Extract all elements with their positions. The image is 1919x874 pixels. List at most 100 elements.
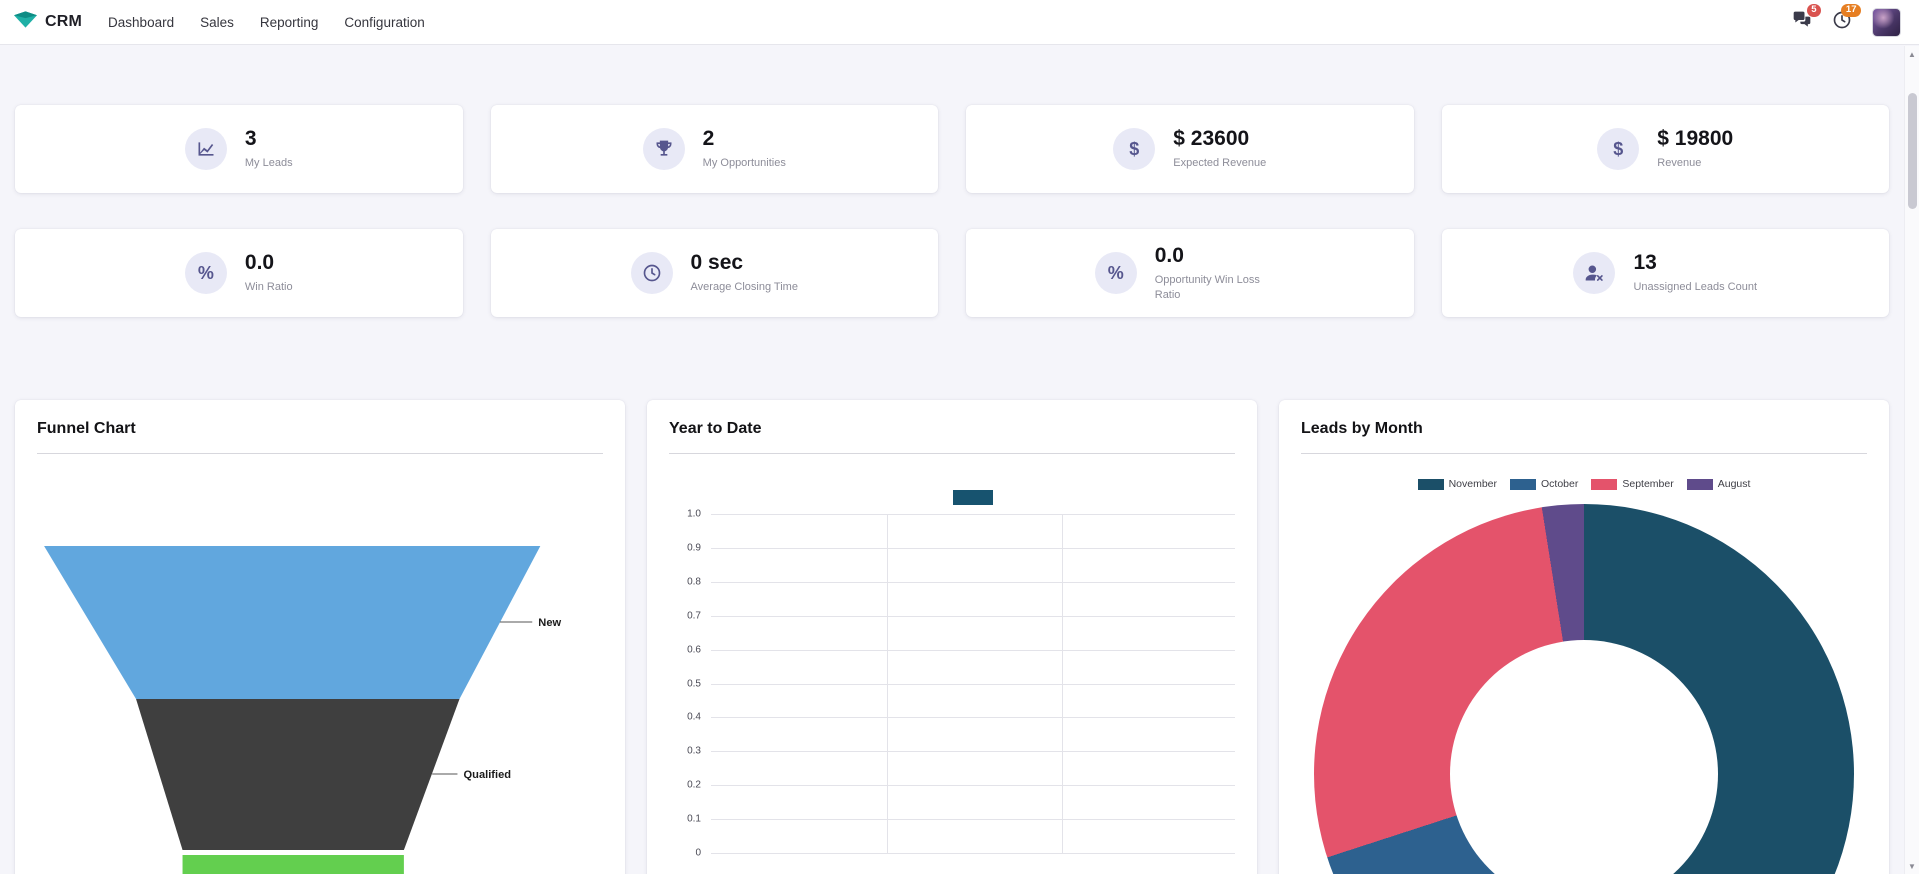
legend-item-october[interactable]: October (1510, 478, 1578, 490)
ytd-tick-label: 0.5 (687, 678, 701, 689)
ytd-y-axis: 1.0 0.9 0.8 0.7 0.6 0.5 0.4 0.3 0.2 0.1 0 (669, 509, 711, 859)
legend-item-november[interactable]: November (1417, 478, 1497, 490)
gridline (711, 581, 1235, 583)
kpi-value: 0.0 (244, 251, 275, 275)
ytd-tick-label: 0.6 (687, 644, 701, 656)
kpi-card-my-leads[interactable]: 3 My Leads (15, 105, 463, 193)
ytd-tick-label: 0.7 (687, 610, 701, 622)
ytd-tick-label: 0 (695, 847, 701, 859)
divider (669, 453, 1235, 454)
lbm-legend-swatch (1686, 478, 1713, 490)
kpi-value: 0.0 (1154, 243, 1184, 267)
menu-dashboard[interactable]: Dashboard (108, 14, 175, 30)
funnel-segment-qualified[interactable] (136, 699, 460, 850)
app-name: CRM (45, 13, 83, 30)
gridline (711, 717, 1235, 719)
legend-label: November (1448, 478, 1497, 490)
ytd-tick-label: 0.9 (687, 542, 701, 554)
gridline (711, 514, 1235, 515)
legend-item-august[interactable]: August (1686, 478, 1751, 490)
gridline (711, 751, 1235, 753)
user-avatar[interactable] (1872, 7, 1901, 37)
lbm-legend: November October September August (1301, 454, 1867, 490)
gridline (1062, 514, 1064, 853)
kpi-label: Expected Revenue (1173, 157, 1267, 170)
chat-icon (1792, 10, 1812, 35)
ytd-tick-label: 0.4 (687, 711, 701, 723)
kpi-label: My Opportunities (702, 157, 786, 170)
kpi-card-unassigned-leads-count[interactable]: 13 Unassigned Leads Count (1441, 229, 1889, 317)
legend-label: October (1541, 478, 1579, 490)
ytd-plot-area (711, 514, 1235, 854)
kpi-value: 2 (702, 127, 715, 151)
chart-title: Funnel Chart (37, 420, 136, 437)
year-to-date-chart[interactable]: 1.0 0.9 0.8 0.7 0.6 0.5 0.4 0.3 0.2 0.1 0 (669, 454, 1235, 874)
ytd-tick-label: 0.3 (687, 745, 701, 757)
kpi-card-opportunity-win-loss-ratio[interactable]: % 0.0 Opportunity Win Loss Ratio (966, 229, 1414, 317)
kpi-label: Opportunity Win Loss Ratio (1154, 273, 1260, 301)
main-menu: Dashboard Sales Reporting Configuration (108, 15, 425, 30)
lbm-legend-swatch (1510, 478, 1536, 490)
kpi-card-average-closing-time[interactable]: 0 sec Average Closing Time (490, 229, 938, 317)
scroll-thumb[interactable] (1908, 93, 1917, 209)
messages-button[interactable]: 5 (1792, 3, 1821, 35)
leads-by-month-chart[interactable]: November October September August (1301, 454, 1867, 874)
menu-sales[interactable]: Sales (200, 14, 234, 30)
messages-badge: 5 (1806, 3, 1821, 17)
user-x-icon (1573, 252, 1616, 294)
activities-button[interactable]: 17 (1832, 3, 1861, 35)
kpi-value: $ 19800 (1657, 127, 1734, 151)
funnel-chart-card: Funnel Chart New Qualified (15, 400, 625, 874)
leads-by-month-card: Leads by Month November October Septembe… (1279, 400, 1889, 874)
year-to-date-card: Year to Date 1.0 0.9 0.8 0.7 0.6 0.5 0.4 0.3 0.2… (647, 400, 1257, 874)
ytd-tick-label: 0.8 (687, 576, 701, 588)
kpi-card-expected-revenue[interactable]: $ $ 23600 Expected Revenue (966, 105, 1414, 193)
charts-grid: Funnel Chart New Qualified Year to Date (15, 400, 1889, 874)
menu-configuration[interactable]: Configuration (344, 14, 425, 30)
kpi-card-my-opportunities[interactable]: 2 My Opportunities (490, 105, 938, 193)
ytd-tick-label: 1.0 (687, 508, 701, 520)
funnel-label-qualified: Qualified (464, 769, 512, 781)
legend-item-september[interactable]: September (1591, 478, 1674, 490)
funnel-segment-new[interactable] (44, 546, 541, 699)
divider (37, 453, 603, 454)
divider (1301, 453, 1867, 454)
kpi-card-revenue[interactable]: $ $ 19800 Revenue (1441, 105, 1889, 193)
legend-label: September (1622, 478, 1674, 490)
funnel-chart[interactable]: New Qualified (37, 454, 603, 874)
kpi-card-win-ratio[interactable]: % 0.0 Win Ratio (15, 229, 463, 317)
dollar-icon: $ (1597, 128, 1640, 170)
lbm-legend-swatch (1591, 478, 1618, 490)
chart-title: Year to Date (669, 420, 762, 437)
scroll-up-arrow[interactable]: ▲ (1908, 49, 1916, 59)
trophy-icon (642, 128, 685, 170)
legend-label: August (1717, 478, 1751, 490)
gridline (711, 615, 1235, 617)
percent-icon: % (1094, 252, 1137, 294)
dashboard-content: 3 My Leads 2 My Opportunities $ $ 23600 … (0, 105, 1919, 874)
kpi-label: Win Ratio (244, 281, 293, 294)
app-switcher[interactable]: CRM (14, 11, 82, 33)
leads-by-month-donut[interactable] (1314, 504, 1854, 874)
kpi-value: $ 23600 (1173, 127, 1250, 151)
gridline (711, 853, 1235, 854)
kpi-value: 13 (1633, 251, 1657, 275)
vertical-scrollbar[interactable]: ▲ ▼ (1904, 46, 1919, 874)
funnel-segment-bottom[interactable] (182, 855, 404, 874)
clock-icon (630, 252, 673, 294)
menu-reporting[interactable]: Reporting (259, 14, 319, 30)
kpi-value: 0 sec (690, 251, 744, 275)
area-chart-icon (184, 128, 227, 170)
activities-badge: 17 (1841, 3, 1861, 17)
kpi-label: Revenue (1657, 157, 1702, 170)
kpi-label: My Leads (244, 157, 293, 170)
chart-title: Leads by Month (1301, 420, 1423, 437)
kpi-label: Unassigned Leads Count (1633, 281, 1758, 294)
lbm-legend-swatch (1417, 478, 1444, 490)
crm-app-icon (14, 11, 37, 33)
ytd-legend-swatch[interactable] (953, 490, 993, 505)
kpi-label: Average Closing Time (690, 281, 798, 294)
gridline (711, 683, 1235, 685)
scroll-down-arrow[interactable]: ▼ (1908, 861, 1916, 871)
ytd-legend (711, 490, 1235, 505)
